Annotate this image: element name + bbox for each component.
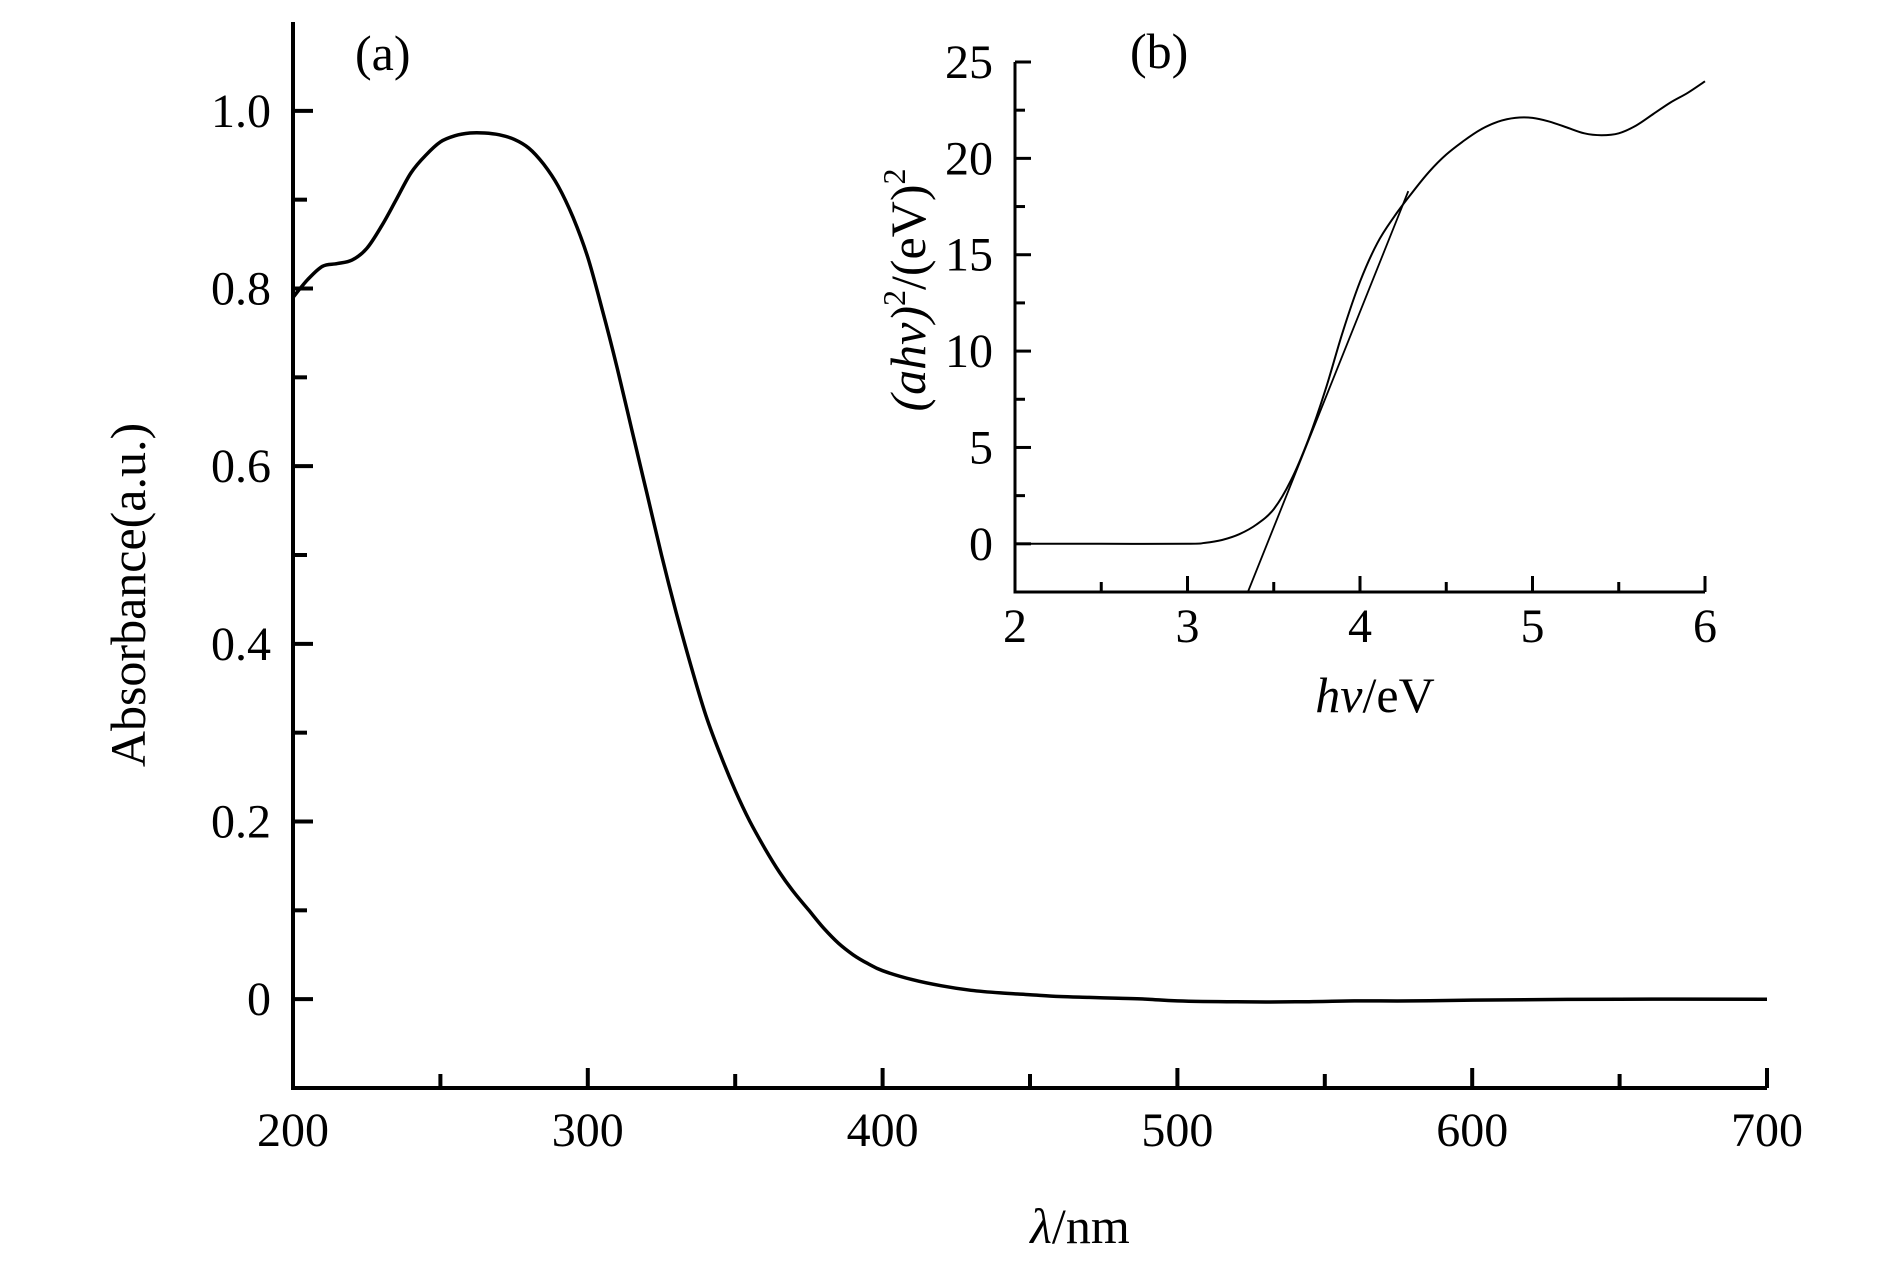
- x-tick-label: 4: [1348, 600, 1372, 653]
- x-axis-unit: /nm: [1052, 1198, 1130, 1254]
- x-tick-label: 500: [1141, 1104, 1213, 1157]
- inset-x-axis-symbol: hv: [1315, 667, 1363, 723]
- y-tick-label: 10: [945, 325, 993, 378]
- y-tick-label: 15: [945, 229, 993, 282]
- main-axes-frame: [291, 22, 1767, 1090]
- inset-tick-labels: 2 3 4 5 6 0 5 10 15 20 25: [945, 36, 1717, 653]
- y-tick-label: 0: [247, 973, 271, 1026]
- y-tick-label: 0: [969, 518, 993, 571]
- x-tick-label: 3: [1176, 600, 1200, 653]
- x-tick-label: 700: [1731, 1104, 1803, 1157]
- x-tick-label: 200: [257, 1104, 329, 1157]
- y-tick-label: 0.4: [211, 618, 271, 671]
- x-tick-label: 5: [1521, 600, 1545, 653]
- panel-label-b: (b): [1130, 23, 1188, 79]
- y-tick-label: 0.6: [211, 440, 271, 493]
- absorbance-series: [291, 130, 1768, 1004]
- tauc-series: [1014, 80, 1706, 545]
- x-tick-label: 6: [1693, 600, 1717, 653]
- main-ticks: [291, 108, 1769, 1088]
- panel-label-a: (a): [355, 25, 411, 81]
- inset-y-axis-exponent: 2: [876, 290, 912, 306]
- x-axis-symbol: λ: [1028, 1198, 1052, 1254]
- y-tick-label: 25: [945, 36, 993, 89]
- x-tick-label: 300: [552, 1104, 624, 1157]
- main-x-axis-title: λ/nm: [1028, 1198, 1130, 1254]
- y-tick-label: 5: [969, 421, 993, 474]
- x-tick-label: 600: [1436, 1104, 1508, 1157]
- main-y-axis-title: Absorbance(a.u.): [100, 423, 156, 767]
- inset-y-axis-unit-exponent: 2: [876, 169, 912, 185]
- inset-x-axis-unit: /eV: [1363, 667, 1435, 723]
- x-tick-label: 2: [1003, 600, 1027, 653]
- tangent-line: [1247, 190, 1410, 593]
- inset-axes-frame: [1013, 62, 1705, 594]
- inset-y-axis-symbol: (ahv): [880, 306, 936, 412]
- inset-ticks: [1013, 60, 1707, 592]
- inset-y-axis-title: (ahv)2/(eV)2: [876, 169, 936, 412]
- y-tick-label: 20: [945, 132, 993, 185]
- y-tick-label: 0.8: [211, 263, 271, 316]
- inset-x-axis-title: hv/eV: [1315, 667, 1434, 723]
- inset-y-axis-unit: /(eV): [880, 185, 936, 291]
- y-tick-label: 0.2: [211, 796, 271, 849]
- x-tick-label: 400: [847, 1104, 919, 1157]
- y-tick-label: 1.0: [211, 85, 271, 138]
